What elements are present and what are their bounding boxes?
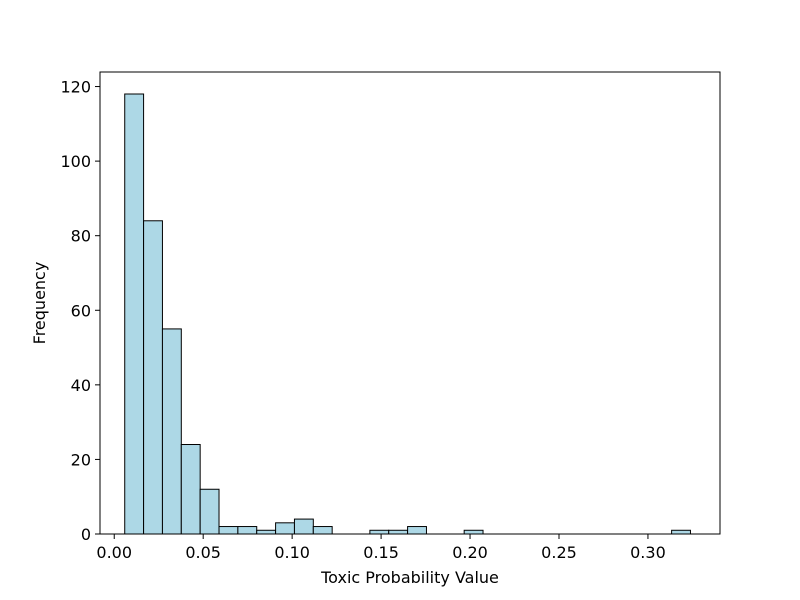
histogram-bar-6 <box>237 526 258 535</box>
x-axis: 0.00 0.05 0.10 0.15 0.20 0.25 0.30 <box>96 534 666 562</box>
y-tick-label: 100 <box>60 152 91 171</box>
y-tick-label: 20 <box>71 450 91 469</box>
histogram-bar-0 <box>124 93 145 535</box>
histogram-bar-4 <box>199 488 220 535</box>
histogram-bar-2 <box>161 328 182 535</box>
plot-frame <box>99 71 721 535</box>
x-tick-label: 0.30 <box>630 543 666 562</box>
y-axis: 0 20 40 60 80 100 120 <box>60 78 100 544</box>
histogram-bar-3 <box>180 444 201 535</box>
y-tick-label: 120 <box>60 78 91 97</box>
y-tick-label: 40 <box>71 376 91 395</box>
histogram-bar-13 <box>369 529 390 535</box>
x-axis-label: Toxic Probability Value <box>320 568 499 587</box>
histogram-bar-9 <box>293 518 314 535</box>
histogram-bar-15 <box>407 526 427 535</box>
x-tick-label: 0.05 <box>185 543 221 562</box>
x-tick-label: 0.20 <box>452 543 488 562</box>
histogram-bar-10 <box>312 526 333 535</box>
x-tick-label: 0.15 <box>363 543 399 562</box>
histogram-bar-18 <box>463 529 484 535</box>
y-tick-label: 0 <box>81 525 91 544</box>
y-axis-label: Frequency <box>30 262 49 345</box>
y-tick-label: 80 <box>71 227 91 246</box>
histogram-bar-14 <box>388 529 409 535</box>
histogram-bar-8 <box>275 522 295 535</box>
histogram-bar-29 <box>671 529 691 535</box>
x-tick-label: 0.10 <box>274 543 310 562</box>
x-tick-label: 0.00 <box>96 543 132 562</box>
y-tick-label: 60 <box>71 301 91 320</box>
histogram-bar-1 <box>143 220 163 535</box>
histogram-bar-5 <box>218 526 239 535</box>
bars-group <box>124 93 691 535</box>
x-tick-label: 0.25 <box>541 543 577 562</box>
histogram-bar-7 <box>256 529 277 535</box>
